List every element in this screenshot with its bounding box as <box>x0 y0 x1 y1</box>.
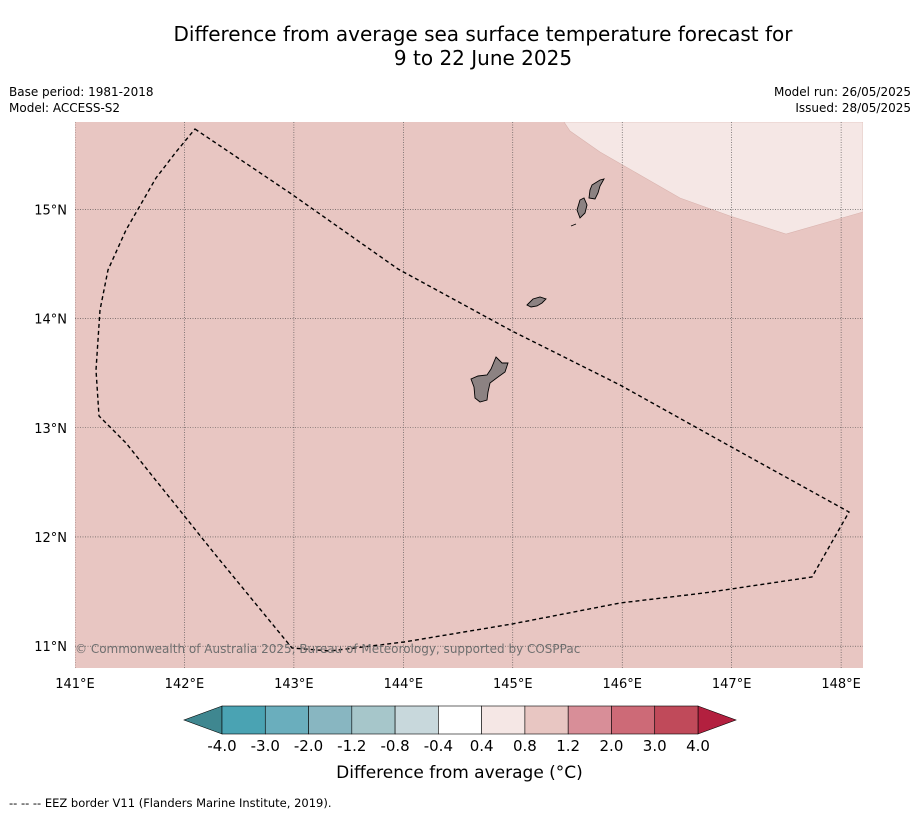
lon-tick-label: 144°E <box>384 677 424 692</box>
colorbar-segment <box>394 705 439 735</box>
colorbar-label: Difference from average (°C) <box>336 763 583 783</box>
base-period-text: Base period: 1981-2018 <box>9 85 154 99</box>
lat-tick-label: 12°N <box>34 531 67 546</box>
colorbar-segment <box>567 705 612 735</box>
island-guam <box>470 356 509 403</box>
colorbar-segment <box>524 705 569 735</box>
island-saipan <box>588 178 605 200</box>
colorbar-tick-label: 0.4 <box>470 737 494 755</box>
model-text: Model: ACCESS-S2 <box>9 101 121 115</box>
meta-right: Model run: 26/05/2025 Issued: 28/05/2025 <box>774 84 911 116</box>
colorbar-tick-label: 1.2 <box>556 737 580 755</box>
lon-tick-label: 146°E <box>602 677 642 692</box>
colorbar-tick-label: -1.2 <box>337 737 366 755</box>
lat-tick-label: 11°N <box>34 640 67 655</box>
lat-tick-label: 13°N <box>34 422 67 437</box>
colorbar-tick-label: 3.0 <box>643 737 667 755</box>
colorbar-segment <box>438 705 482 735</box>
colorbar-segment <box>308 705 353 735</box>
island-tinian <box>576 197 588 219</box>
colorbar-tick-label: 4.0 <box>686 737 710 755</box>
issued-text: Issued: 28/05/2025 <box>795 101 911 115</box>
graticule <box>75 122 863 668</box>
colorbar-segment <box>611 705 656 735</box>
lon-tick-label: 147°E <box>712 677 752 692</box>
title-line-2: 9 to 22 June 2025 <box>393 46 573 70</box>
lon-tick-label: 141°E <box>55 677 95 692</box>
map-title: Difference from average sea surface temp… <box>0 22 919 70</box>
title-line-1: Difference from average sea surface temp… <box>173 22 793 46</box>
colorbar-segment <box>654 705 699 735</box>
eez-border <box>95 128 850 652</box>
lon-tick-label: 145°E <box>493 677 533 692</box>
island-aguijan <box>570 223 577 227</box>
colorbar-segment <box>481 705 526 735</box>
eez-footnote: -- -- -- EEZ border V11 (Flanders Marine… <box>9 796 332 810</box>
colorbar: -4.0 -3.0 -2.0 -1.2 -0.8 -0.4 0.4 0.8 1.2 2.0 3.0 4… <box>183 705 737 755</box>
island-rota <box>526 296 547 308</box>
colorbar-tick-label: -0.8 <box>380 737 409 755</box>
lon-tick-label: 148°E <box>821 677 861 692</box>
lat-tick-label: 14°N <box>34 313 67 328</box>
model-run-text: Model run: 26/05/2025 <box>773 85 911 99</box>
cooler-anomaly-region <box>563 122 863 235</box>
colorbar-tick-label: -0.4 <box>424 737 453 755</box>
colorbar-tick-label: 2.0 <box>600 737 624 755</box>
lon-tick-label: 143°E <box>274 677 314 692</box>
colorbar-over-arrow <box>697 705 737 735</box>
colorbar-segment <box>264 705 309 735</box>
copyright-text: © Commonwealth of Australia 2025, Bureau… <box>75 642 580 656</box>
colorbar-tick-label: -4.0 <box>207 737 236 755</box>
map-area: © Commonwealth of Australia 2025, Bureau… <box>75 122 863 668</box>
colorbar-under-arrow <box>183 705 223 735</box>
lat-tick-label: 15°N <box>34 203 67 218</box>
lon-tick-label: 142°E <box>165 677 205 692</box>
colorbar-segment <box>351 705 396 735</box>
colorbar-tick-label: 0.8 <box>513 737 537 755</box>
axis-labels: 141°E 142°E 143°E 144°E 145°E 146°E 147°E 148°E… <box>34 203 861 692</box>
colorbar-tick-label: -3.0 <box>251 737 280 755</box>
colorbar-tick-label: -2.0 <box>294 737 323 755</box>
colorbar-segment <box>221 705 266 735</box>
meta-left: Base period: 1981-2018 Model: ACCESS-S2 <box>9 84 154 116</box>
